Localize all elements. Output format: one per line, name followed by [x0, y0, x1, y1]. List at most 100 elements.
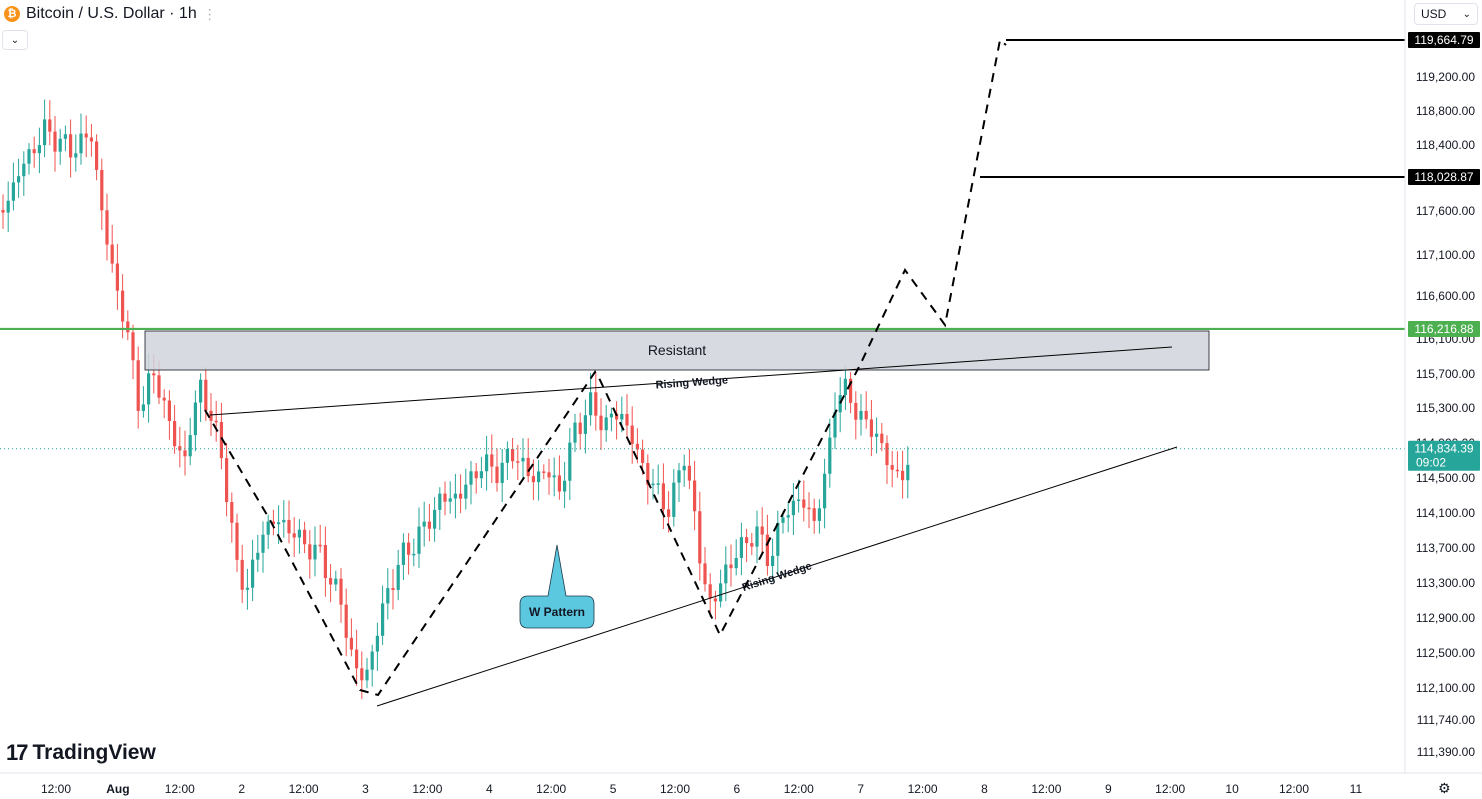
candle-body — [329, 578, 333, 585]
wedge-upper-line — [209, 346, 1173, 416]
candle-body — [776, 522, 780, 556]
price-badge-label: 114,834.39 — [1414, 442, 1473, 456]
candle-body — [365, 669, 369, 681]
candle-body — [890, 465, 894, 470]
candle-body — [646, 463, 650, 485]
price-tick-label: 114,500.00 — [1416, 471, 1475, 485]
candle-body — [147, 373, 151, 405]
price-axis: 111,390.00 111,740.00 112,100.00 112,500.00… — [1404, 0, 1482, 773]
candle-body — [620, 413, 624, 420]
time-tick-label: 4 — [486, 782, 493, 796]
candle-body — [895, 469, 899, 472]
chevron-down-icon: ⌄ — [1462, 8, 1471, 20]
candle-body — [542, 471, 546, 473]
time-tick-label: Aug — [106, 782, 129, 796]
candle-body — [682, 465, 686, 471]
candle-body — [817, 508, 821, 521]
price-tick-label: 111,390.00 — [1417, 745, 1476, 759]
tradingview-logo[interactable]: 17 TradingView — [6, 740, 156, 766]
candle-body — [308, 544, 312, 560]
candle-body — [516, 461, 520, 463]
candle-body — [656, 483, 660, 485]
candle-body — [105, 210, 109, 245]
candle-body — [760, 526, 764, 535]
more-options-icon[interactable]: ⋮ — [202, 5, 217, 22]
candle-body — [37, 145, 41, 154]
price-tick-label: 115,300.00 — [1416, 401, 1475, 415]
candle-body — [225, 458, 229, 503]
candle-body — [807, 507, 811, 510]
candle-body — [287, 519, 291, 534]
candle-body — [95, 141, 99, 170]
time-tick-label: 6 — [734, 782, 741, 796]
candle-body — [32, 149, 36, 154]
candle-body — [339, 578, 343, 605]
candle-body — [771, 555, 775, 566]
candle-body — [485, 454, 489, 472]
candle-body — [407, 542, 411, 555]
candle-body — [448, 498, 452, 502]
price-tick-label: 118,800.00 — [1416, 104, 1475, 118]
candle-body — [708, 584, 712, 599]
candle-body — [251, 559, 255, 588]
settings-gear-icon[interactable]: ⚙ — [1438, 780, 1451, 796]
price-badge-label: 116,216.88 — [1414, 322, 1473, 336]
candle-body — [786, 515, 790, 518]
candle-body — [162, 397, 166, 401]
candle-body — [521, 457, 525, 462]
price-tick-label: 118,400.00 — [1416, 138, 1475, 152]
candle-body — [885, 443, 889, 466]
candle-body — [698, 511, 702, 564]
candle-body — [875, 433, 879, 437]
candle-body — [781, 517, 785, 523]
candle-body — [240, 559, 244, 590]
candle-body — [625, 413, 629, 426]
candle-body — [854, 402, 858, 420]
candle-body — [53, 131, 57, 152]
candle-body — [355, 649, 359, 669]
price-badge-label: 118,028.87 — [1414, 170, 1473, 184]
candle-body — [765, 534, 769, 566]
candle-body — [256, 552, 260, 560]
candle-body — [396, 564, 400, 590]
candle-body — [469, 471, 473, 485]
candle-body — [906, 464, 910, 481]
candle-body — [422, 521, 426, 527]
candle-body — [157, 375, 161, 398]
candle-body — [812, 508, 816, 521]
candle-body — [173, 421, 177, 447]
candle-body — [360, 668, 364, 681]
candle-body — [58, 138, 62, 152]
collapse-legend-button[interactable]: ⌄ — [2, 30, 28, 50]
time-tick-label: 12:00 — [289, 782, 319, 796]
time-tick-label: 7 — [857, 782, 864, 796]
time-tick-label: 5 — [610, 782, 617, 796]
candle-body — [672, 482, 676, 517]
tradingview-logo-icon: 17 — [6, 740, 29, 765]
candle-body — [136, 360, 140, 411]
price-tick-label: 113,300.00 — [1416, 576, 1475, 590]
time-tick-label: 12:00 — [660, 782, 690, 796]
symbol-title[interactable]: Bitcoin / U.S. Dollar · 1h — [26, 5, 197, 22]
candle-body — [245, 587, 249, 590]
time-tick-label: 12:00 — [1155, 782, 1185, 796]
candle-body — [401, 542, 405, 565]
candle-body — [152, 373, 156, 376]
candle-body — [63, 134, 67, 139]
candle-body — [334, 578, 338, 585]
time-tick-label: 10 — [1225, 782, 1239, 796]
price-tick-label: 119,200.00 — [1416, 70, 1475, 84]
currency-select[interactable]: USD ⌄ — [1414, 3, 1478, 25]
resistance-zone-label: Resistant — [648, 342, 706, 358]
candle-body — [490, 454, 494, 467]
candle-body — [375, 635, 379, 652]
price-tick-label: 117,600.00 — [1416, 204, 1475, 218]
price-tick-label: 113,700.00 — [1416, 541, 1475, 555]
drawing-overlays: Resistant Rising Wedge Rising Wedge W Patte… — [0, 38, 1405, 707]
candle-body — [141, 404, 145, 411]
time-tick-label: 12:00 — [412, 782, 442, 796]
candle-body — [719, 583, 723, 602]
candle-body — [474, 471, 478, 479]
time-tick-label: 12:00 — [784, 782, 814, 796]
